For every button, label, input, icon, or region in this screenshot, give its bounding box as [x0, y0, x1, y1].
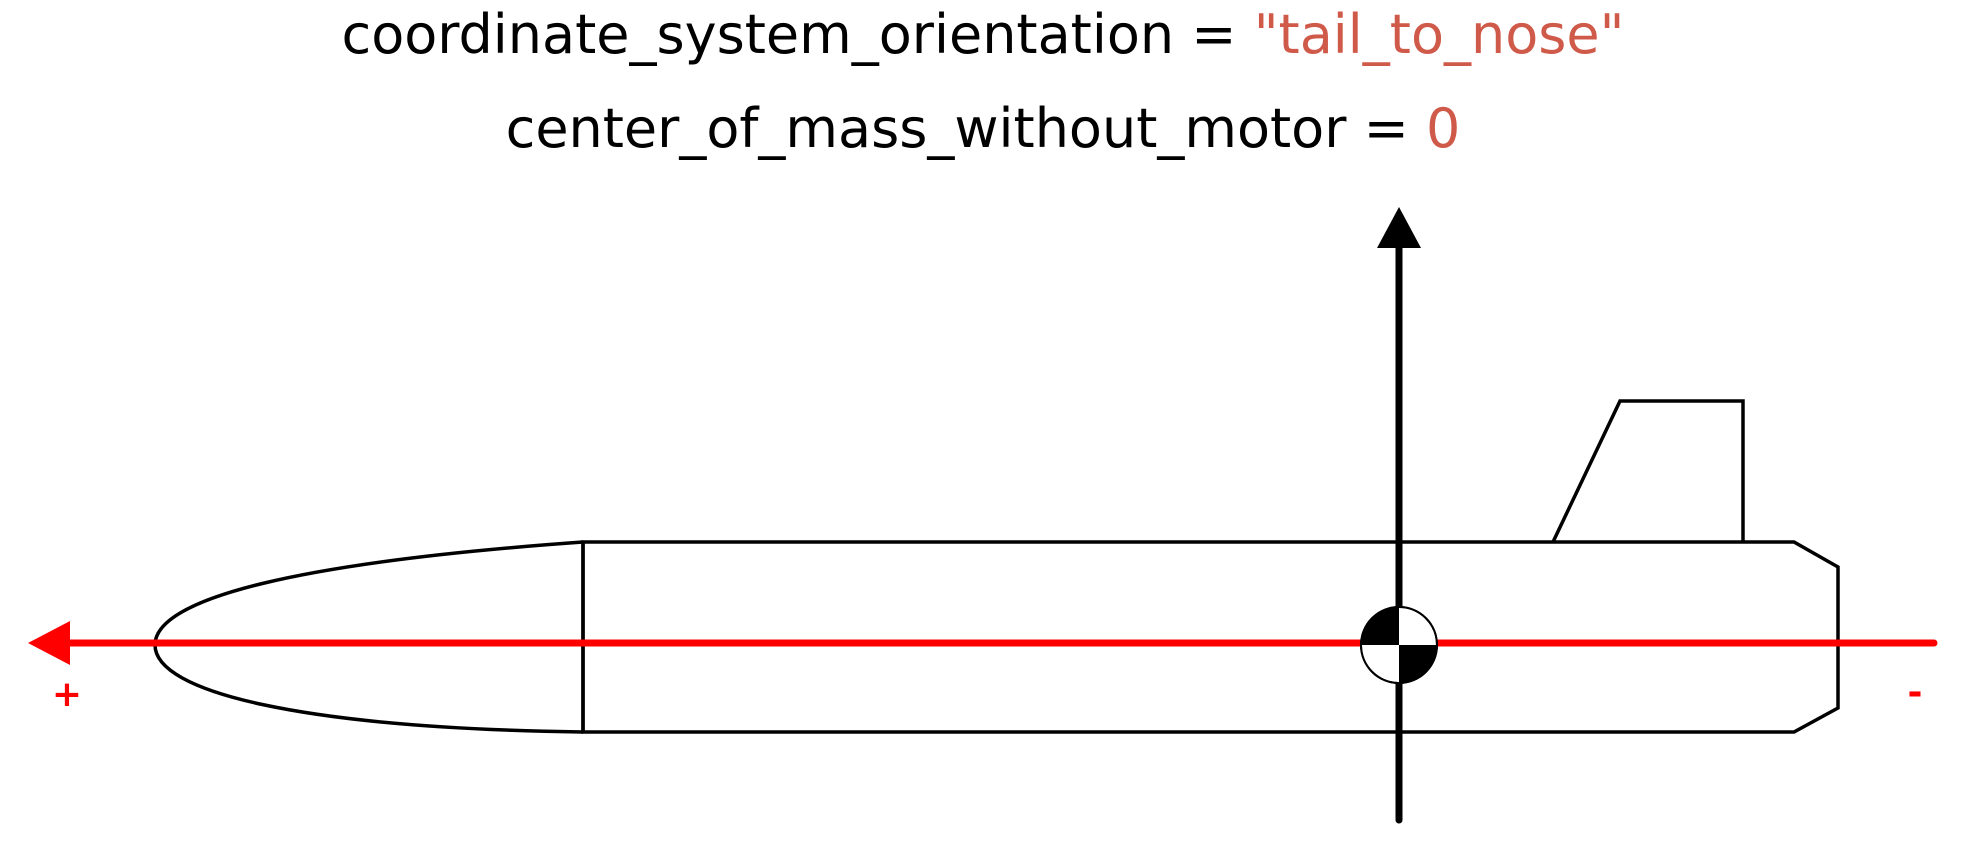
center-of-mass-parameter-value: 0	[1426, 97, 1461, 160]
positive-direction-label: +	[52, 674, 82, 715]
center-of-mass-parameter-name: center_of_mass_without_motor	[505, 97, 1347, 160]
orientation-equals-sign: =	[1174, 3, 1254, 66]
body-tube	[581, 540, 1840, 734]
center-of-mass-equals-sign: =	[1346, 97, 1426, 160]
orientation-parameter-line: coordinate_system_orientation = "tail_to…	[0, 3, 1966, 67]
orientation-parameter-value: "tail_to_nose"	[1253, 3, 1625, 66]
negative-direction-label: -	[1908, 672, 1923, 713]
center-of-mass-parameter-line: center_of_mass_without_motor = 0	[0, 97, 1966, 161]
orientation-parameter-name: coordinate_system_orientation	[341, 3, 1175, 66]
nose-cone	[153, 540, 584, 734]
longitudinal-axis-arrowhead	[28, 621, 70, 665]
tail-fin	[1551, 399, 1745, 543]
vertical-axis-arrowhead	[1377, 207, 1421, 248]
center-of-mass-symbol	[1360, 606, 1438, 684]
